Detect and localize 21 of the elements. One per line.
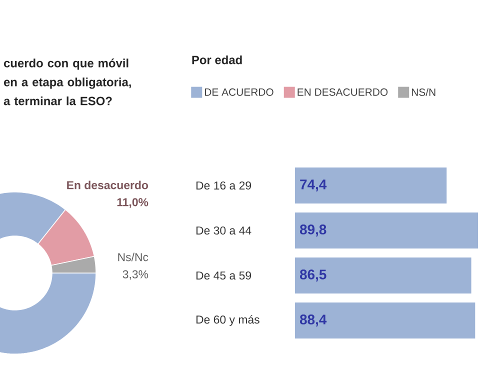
chart-title: cuerdo con que móvil en a etapa obligatoria, a terminar la ESO? xyxy=(4,58,131,106)
chart-title: Por edad xyxy=(192,55,242,64)
legend-label: NS/N xyxy=(412,88,436,96)
y-tick-label: De 45 a 59 xyxy=(196,271,252,280)
bar xyxy=(295,168,447,204)
data-label: 88,4 xyxy=(300,314,327,326)
bar xyxy=(295,302,476,338)
legend-label: DE ACUERDO xyxy=(204,88,274,96)
y-tick-label: De 60 y más xyxy=(196,315,260,326)
data-label: 74,4 xyxy=(300,180,327,192)
data-label: 3,3% xyxy=(122,270,148,280)
slice-label: En desacuerdo xyxy=(67,180,148,190)
y-tick-label: De 30 a 44 xyxy=(196,226,252,235)
slice-label: Ns/Nc xyxy=(118,252,148,262)
data-label: 89,8 xyxy=(300,224,326,236)
bar xyxy=(295,212,478,248)
data-label: 11,0% xyxy=(117,198,148,208)
bar xyxy=(295,258,472,294)
legend-label: EN DESACUERDO xyxy=(298,88,388,96)
y-tick-label: De 16 a 29 xyxy=(196,181,252,190)
data-label: 86,5 xyxy=(300,270,326,282)
